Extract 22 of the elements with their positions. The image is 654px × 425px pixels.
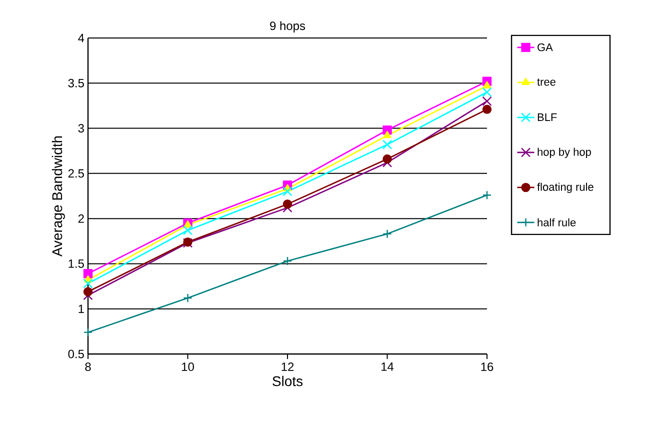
legend-label: hop by hop (538, 148, 591, 158)
x-tick-label: 10 (182, 362, 194, 372)
legend-label: BLF (538, 113, 557, 121)
y-tick-label: 3.5 (68, 78, 84, 88)
x-tick-label: 8 (85, 362, 91, 372)
chart-title: 9 hops (270, 21, 306, 32)
y-tick-label: 2.5 (68, 169, 84, 178)
legend-label: floating rule (537, 182, 594, 193)
x-tick-label: 16 (481, 362, 494, 372)
legend-label: GA (538, 43, 553, 52)
y-axis-title: Average Bandwidth (52, 136, 65, 257)
x-tick-label: 14 (381, 362, 394, 371)
y-tick-label: 2 (78, 214, 84, 223)
x-axis-title: Slots (272, 376, 303, 386)
y-tick-label: 0.5 (68, 350, 84, 358)
legend-label: tree (537, 78, 556, 86)
y-tick-label: 3 (78, 124, 84, 133)
legend-label: half rule (538, 218, 576, 226)
y-tick-label: 1 (78, 304, 84, 313)
x-tick-label: 12 (282, 362, 294, 371)
y-tick-label: 4 (78, 34, 84, 42)
y-tick-label: 1.5 (68, 260, 84, 268)
